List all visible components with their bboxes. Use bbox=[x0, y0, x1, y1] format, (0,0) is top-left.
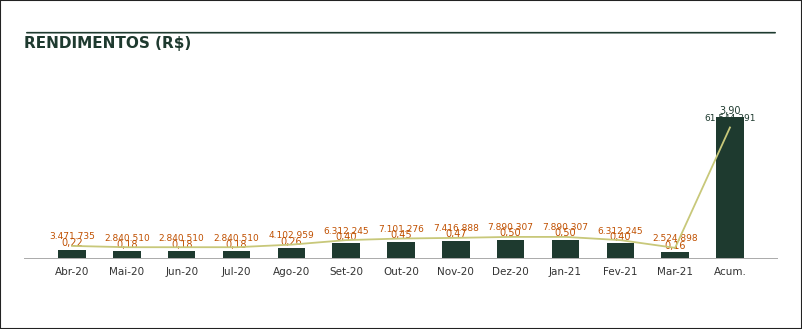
Text: 2.840.510: 2.840.510 bbox=[213, 234, 259, 243]
Legend: R$/Cota, Total: R$/Cota, Total bbox=[334, 324, 468, 329]
Text: 2.840.510: 2.840.510 bbox=[159, 234, 205, 243]
Text: 0,50: 0,50 bbox=[500, 228, 521, 238]
Text: RENDIMENTOS (R$): RENDIMENTOS (R$) bbox=[24, 36, 192, 51]
Bar bbox=[606, 243, 634, 258]
Bar bbox=[716, 117, 743, 258]
Text: 4.102.959: 4.102.959 bbox=[269, 231, 314, 240]
Bar bbox=[442, 241, 469, 258]
Bar bbox=[223, 251, 250, 258]
Text: 0,26: 0,26 bbox=[281, 237, 302, 247]
Text: 0,18: 0,18 bbox=[171, 240, 192, 250]
Bar bbox=[277, 248, 305, 258]
Text: 0,22: 0,22 bbox=[61, 239, 83, 248]
Text: 2.524.898: 2.524.898 bbox=[652, 234, 698, 243]
Text: 0,45: 0,45 bbox=[391, 230, 411, 240]
Text: 7.101.276: 7.101.276 bbox=[378, 225, 424, 234]
Text: 0,18: 0,18 bbox=[226, 240, 247, 250]
Text: 0,18: 0,18 bbox=[116, 240, 138, 250]
Text: 0,40: 0,40 bbox=[610, 232, 631, 242]
Text: 6.312.245: 6.312.245 bbox=[597, 227, 643, 236]
Text: 7.416.888: 7.416.888 bbox=[433, 224, 479, 233]
Bar bbox=[113, 251, 140, 258]
Text: 3.471.735: 3.471.735 bbox=[49, 232, 95, 241]
Bar bbox=[168, 251, 196, 258]
Text: 7.890.307: 7.890.307 bbox=[542, 223, 589, 232]
Bar bbox=[387, 241, 415, 258]
Text: 0,47: 0,47 bbox=[445, 229, 467, 240]
Bar bbox=[59, 250, 86, 258]
Text: 6.312.245: 6.312.245 bbox=[323, 227, 369, 236]
Text: 3,90: 3,90 bbox=[719, 106, 741, 115]
Bar bbox=[552, 240, 579, 258]
Bar bbox=[662, 252, 689, 258]
Text: 0,50: 0,50 bbox=[555, 228, 577, 238]
Text: 0,16: 0,16 bbox=[664, 240, 686, 251]
Text: 7.890.307: 7.890.307 bbox=[488, 223, 533, 232]
Text: 61.544.391: 61.544.391 bbox=[704, 114, 755, 123]
Bar bbox=[333, 243, 360, 258]
Bar bbox=[497, 240, 525, 258]
Text: 2.840.510: 2.840.510 bbox=[104, 234, 150, 243]
Text: 0,40: 0,40 bbox=[335, 232, 357, 242]
